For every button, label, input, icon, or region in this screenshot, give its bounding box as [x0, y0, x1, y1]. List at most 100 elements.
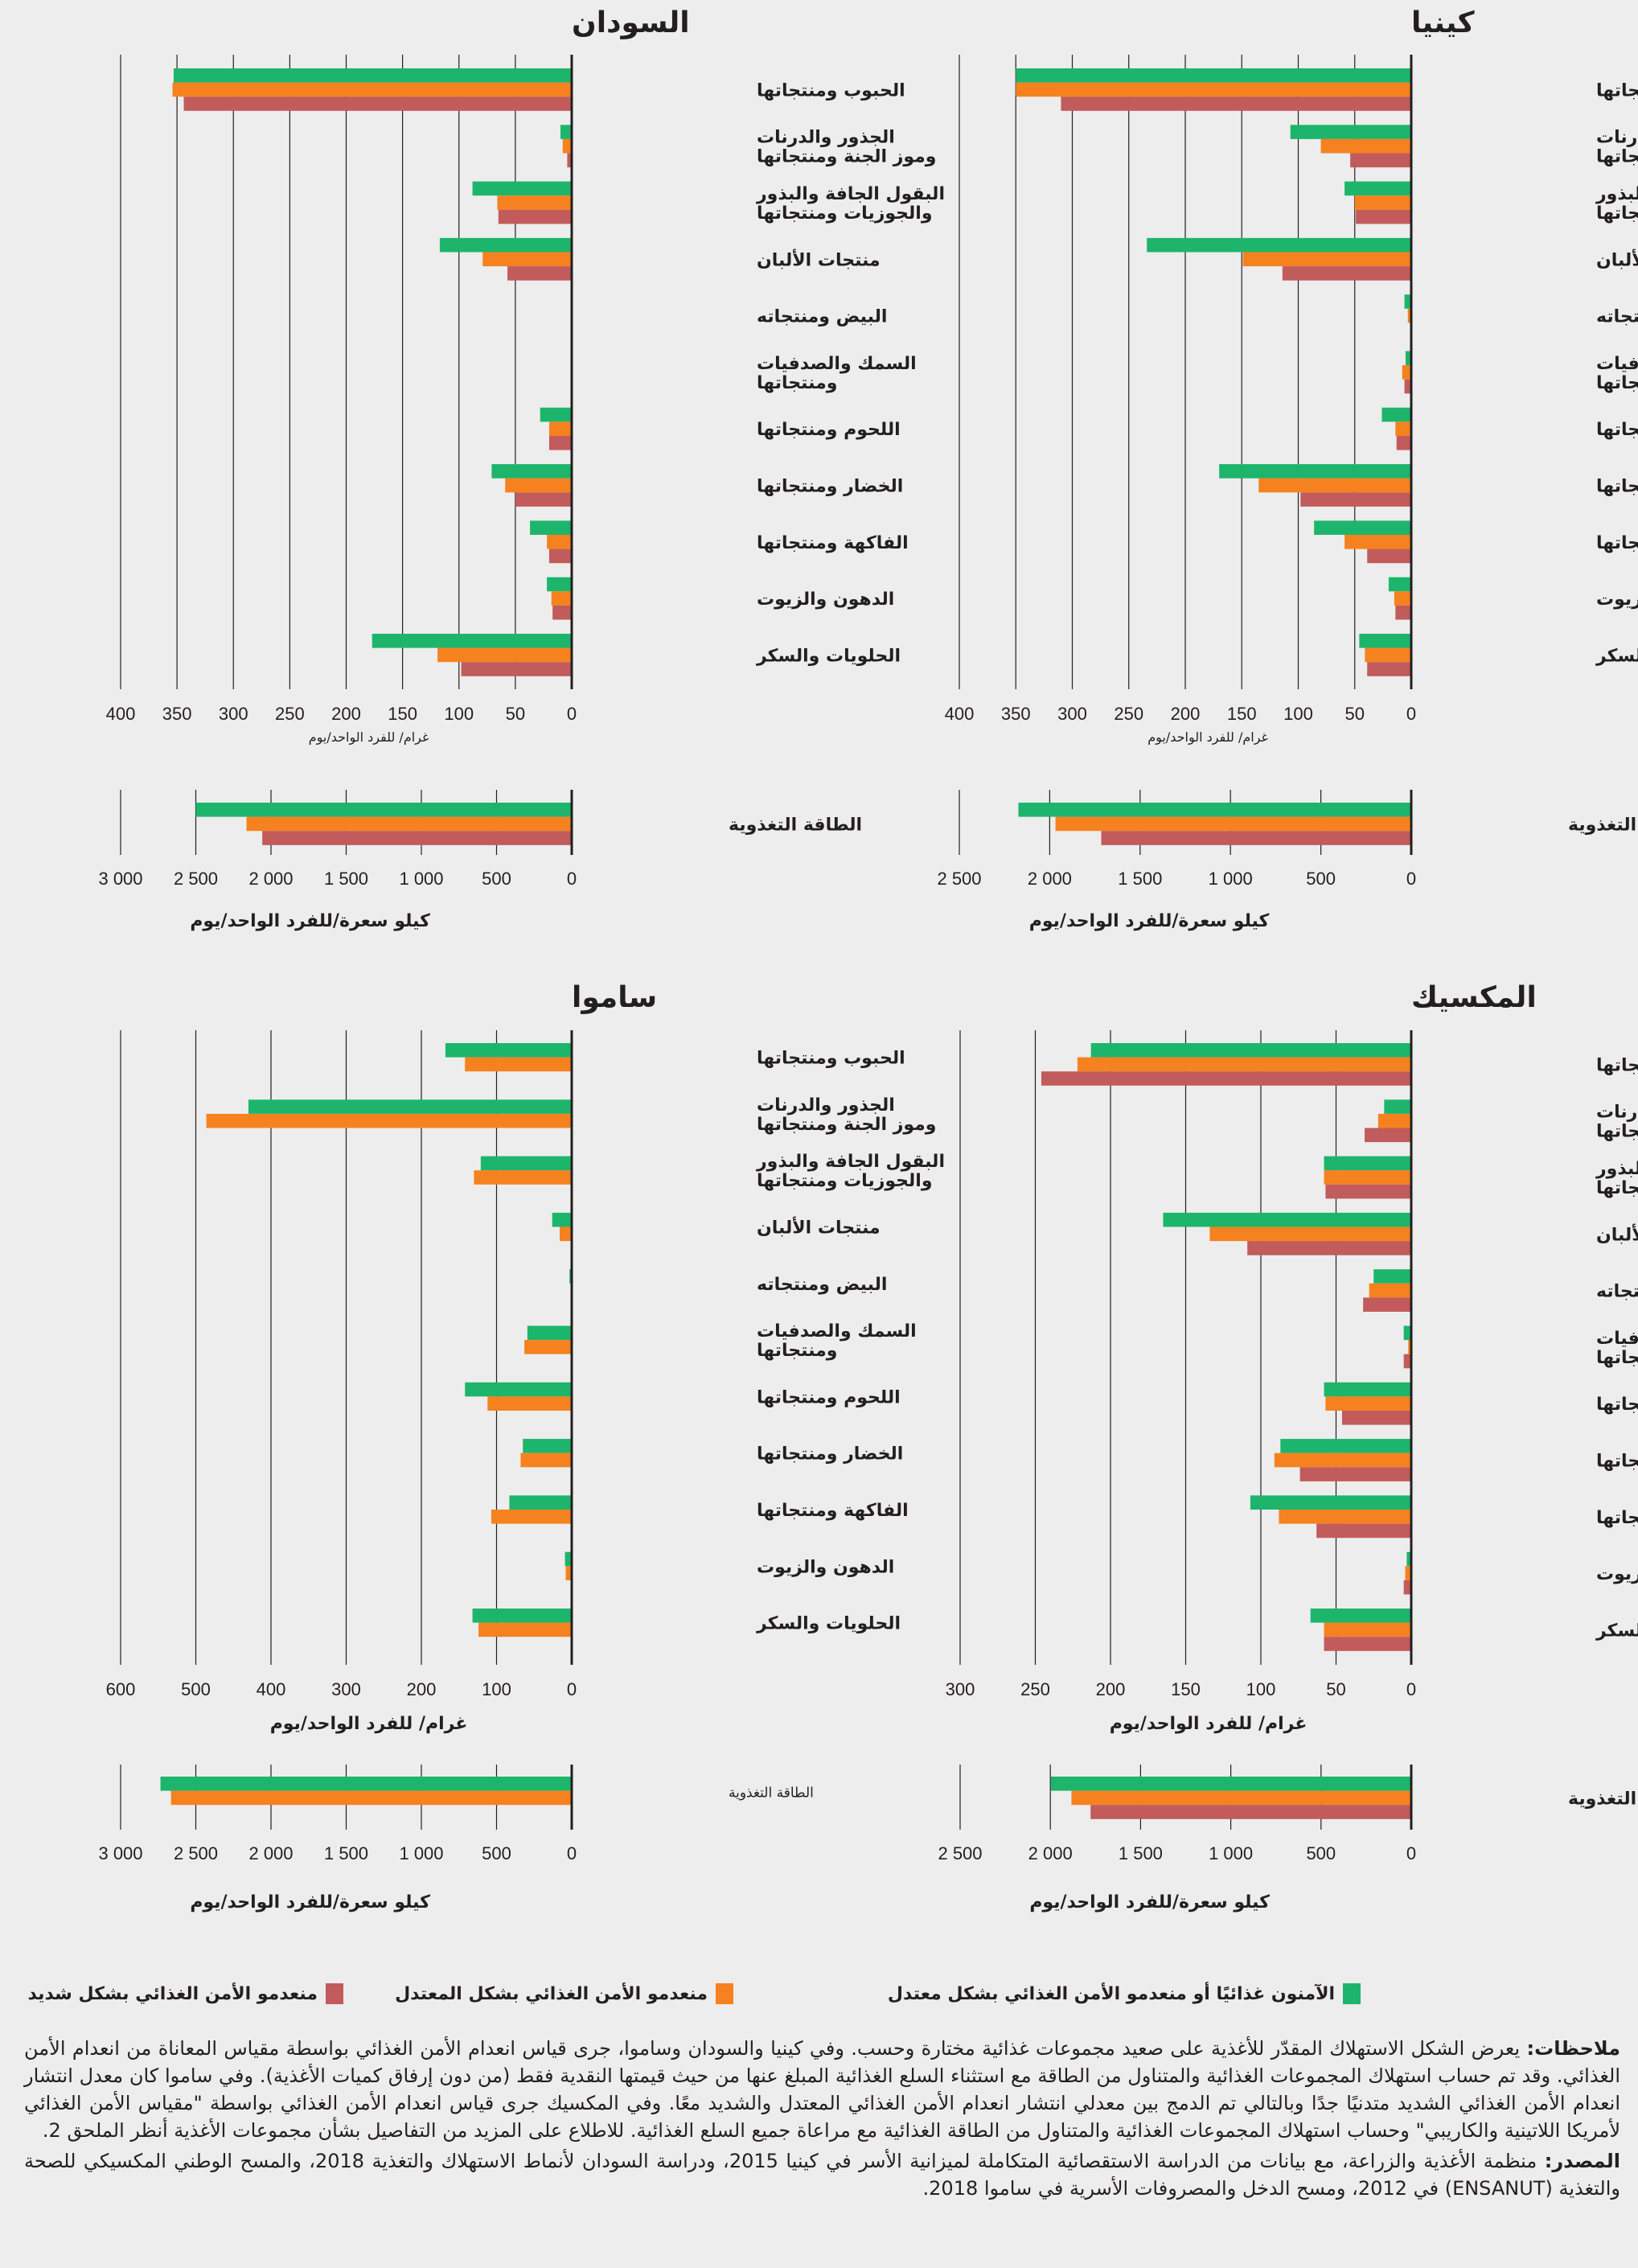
bar-food_secure_or_mild	[1324, 1156, 1411, 1171]
bar-moderate	[1324, 1622, 1411, 1637]
x-tick-label: 100	[482, 1679, 511, 1699]
notes-section: ملاحظات: يعرض الشكل الاستهلاك المقدّر لل…	[24, 2035, 1620, 2205]
category-label-line: وموز الجنة ومنتجاتها	[1596, 147, 1638, 167]
bar-severe	[567, 153, 572, 168]
category-label-line: والجوزيات ومنتجاتها	[1596, 203, 1638, 224]
category-label: الفاكهة ومنتجاتها	[757, 533, 909, 553]
bar-food_secure_or_mild	[564, 1551, 572, 1567]
category-label-line: الحبوب ومنتجاتها	[1596, 1055, 1638, 1075]
category-label: الحبوب ومنتجاتها	[1596, 80, 1638, 101]
x-tick-label: 600	[106, 1679, 136, 1699]
category-label: اللحوم ومنتجاتها	[1596, 420, 1638, 440]
legend-label: منعدمو الأمن الغذائي بشكل المعتدل	[395, 1983, 708, 2004]
chart-title: ساموا	[572, 981, 657, 1014]
bar-food_secure_or_mild	[1324, 1382, 1411, 1397]
energy-tick-label: 2 500	[174, 869, 218, 889]
category-label-line: الحلويات والسكر	[1595, 646, 1638, 666]
bar-moderate	[1395, 421, 1411, 436]
bar-severe	[1404, 379, 1411, 394]
category-label-line: ومنتجاتها	[1596, 1348, 1638, 1368]
bar-food_secure_or_mild	[1314, 520, 1411, 535]
category-label-line: اللحوم ومنتجاتها	[757, 420, 901, 440]
energy-tick-label: 1 500	[1118, 869, 1162, 889]
bar-food_secure_or_mild	[1219, 464, 1411, 479]
bar-moderate	[172, 82, 572, 97]
category-label: البيض ومنتجاته	[1596, 307, 1638, 327]
bar-food_secure_or_mild	[480, 1156, 572, 1171]
bar-severe	[1316, 1523, 1411, 1539]
energy-tick-label: 0	[567, 1843, 577, 1863]
bar-food_secure_or_mild	[1373, 1269, 1411, 1284]
bar-severe	[1041, 1071, 1411, 1086]
bar-moderate	[1365, 647, 1411, 663]
legend: الآمنون غذائيًا أو منعدمو الأمن الغذائي …	[0, 1983, 1638, 2015]
category-label-line: الفاكهة ومنتجاتها	[1596, 533, 1638, 553]
bar-food_secure_or_mild	[1359, 634, 1411, 648]
bar-moderate	[1408, 1340, 1411, 1354]
bar-moderate	[1369, 1283, 1411, 1298]
bar-severe	[1299, 1467, 1411, 1481]
category-label-line: الحبوب ومنتجاتها	[757, 80, 905, 101]
bar-food_secure_or_mild	[248, 1099, 572, 1114]
energy-axis-label: كيلو سعرة/للفرد الواحد/يوم	[1029, 1892, 1270, 1913]
bar-food_secure_or_mild	[472, 1609, 572, 1623]
category-label-line: اللحوم ومنتجاتها	[1596, 420, 1638, 440]
energy-bar-food_secure_or_mild	[1018, 803, 1411, 817]
energy-axis-label: كيلو سعرة/للفرد الواحد/يوم	[1029, 911, 1270, 931]
x-tick-label: 400	[106, 704, 136, 724]
category-label-line: وموز الجنة ومنتجاتها	[757, 147, 936, 167]
category-label: الخضار ومنتجاتها	[757, 477, 903, 497]
bar-severe	[1341, 1411, 1411, 1425]
bar-severe	[507, 266, 572, 281]
bar-moderate	[1324, 1170, 1411, 1185]
bar-moderate	[1394, 591, 1411, 606]
category-label: الحلويات والسكر	[756, 1614, 901, 1634]
category-label: الحبوب ومنتجاتها	[1596, 1055, 1638, 1075]
category-label: منتجات الألبان	[757, 1216, 881, 1239]
bar-severe	[1282, 266, 1411, 281]
energy-tick-label: 1 500	[1119, 1843, 1163, 1863]
x-tick-label: 200	[407, 1679, 437, 1699]
bar-moderate	[1258, 478, 1411, 493]
bar-moderate	[1274, 1452, 1411, 1468]
category-label: اللحوم ومنتجاتها	[757, 1387, 901, 1407]
category-label: الخضار ومنتجاتها	[1596, 477, 1638, 497]
bar-moderate	[437, 647, 572, 663]
energy-tick-label: 500	[1306, 1843, 1336, 1863]
bar-food_secure_or_mild	[1405, 351, 1411, 366]
x-tick-label: 100	[1283, 704, 1313, 724]
x-axis-label: غرام/ للفرد الواحد/يوم	[1110, 1714, 1308, 1734]
category-label-line: الجذور والدرنات	[757, 128, 895, 148]
bar-moderate	[565, 1566, 572, 1580]
bar-food_secure_or_mild	[1388, 577, 1411, 592]
bar-severe	[1356, 209, 1411, 224]
bar-moderate	[1077, 1057, 1411, 1072]
category-label-line: وموز الجنة ومنتجاتها	[1596, 1122, 1638, 1142]
category-label: الحلويات والسكر	[756, 646, 901, 666]
bar-moderate	[1344, 535, 1411, 549]
bar-food_secure_or_mild	[560, 125, 572, 139]
energy-axis-label: كيلو سعرة/للفرد الواحد/يوم	[190, 1892, 430, 1913]
bar-severe	[1395, 605, 1411, 620]
bar-severe	[1367, 549, 1411, 564]
legend-swatch-green	[1343, 1983, 1361, 2004]
notes-paragraph: ملاحظات: يعرض الشكل الاستهلاك المقدّر لل…	[24, 2035, 1620, 2144]
energy-bar-severe	[1101, 831, 1411, 845]
bar-severe	[548, 436, 572, 450]
bar-severe	[461, 662, 572, 676]
category-label-line: الدهون والزيوت	[1596, 1564, 1638, 1584]
category-label: الخضار ومنتجاتها	[1596, 1452, 1638, 1472]
category-label: منتجات الألبان	[757, 248, 881, 270]
legend-item-food-secure: الآمنون غذائيًا أو منعدمو الأمن الغذائي …	[888, 1983, 1361, 2004]
bar-food_secure_or_mild	[439, 237, 572, 253]
energy-bar-moderate	[1071, 1790, 1411, 1806]
bar-moderate	[1377, 1113, 1411, 1128]
source-label: المصدر:	[1544, 2150, 1620, 2172]
legend-item-severe: منعدمو الأمن الغذائي بشكل شديد	[28, 1983, 343, 2004]
x-tick-label: 300	[946, 1679, 975, 1699]
x-tick-label: 50	[506, 704, 525, 724]
category-label-line: السمك والصدفيات	[1596, 354, 1638, 374]
